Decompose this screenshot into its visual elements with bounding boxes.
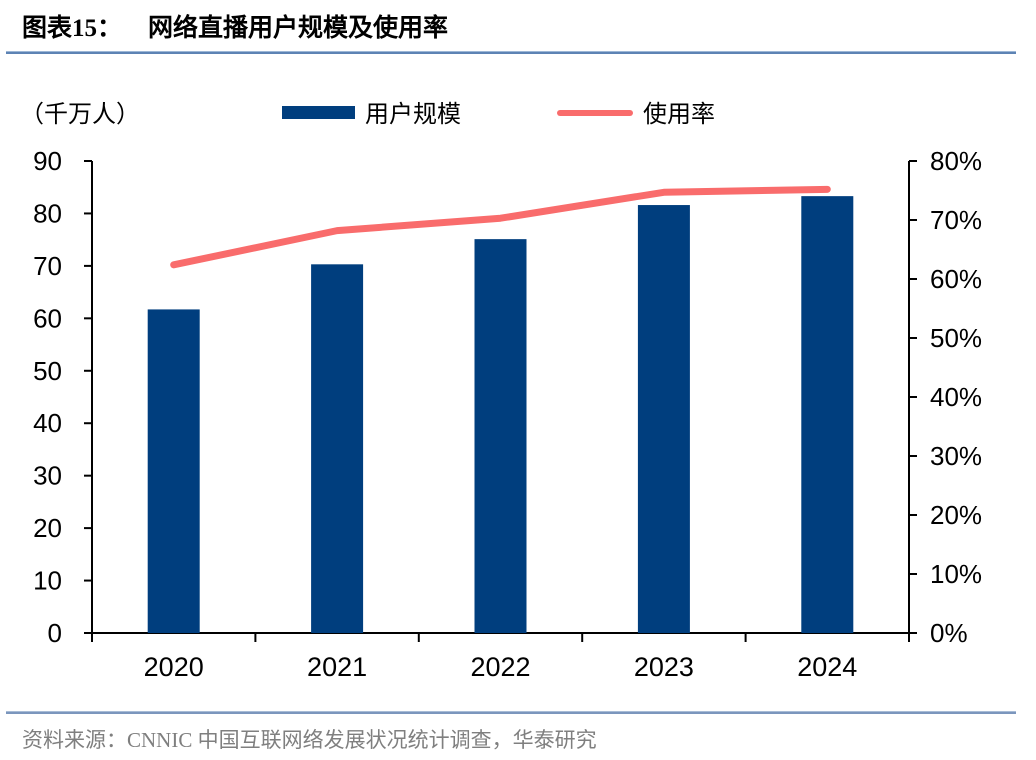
right-axis-tick-label: 0% xyxy=(930,618,968,648)
x-axis-category-label: 2023 xyxy=(634,652,694,682)
x-axis-category-label: 2024 xyxy=(797,652,857,682)
right-axis-tick-label: 10% xyxy=(930,559,982,589)
legend-item-users: 用户规模 xyxy=(282,94,461,129)
left-axis-tick-label: 30 xyxy=(33,461,62,491)
bar-2021 xyxy=(311,264,364,633)
left-axis-unit-label: （千万人） xyxy=(20,102,140,128)
footer-divider xyxy=(6,711,1016,714)
legend-label-rate: 使用率 xyxy=(643,102,715,128)
legend-item-rate: 使用率 xyxy=(557,94,715,129)
left-axis-tick-label: 10 xyxy=(33,566,62,596)
right-axis-tick-label: 50% xyxy=(930,323,982,353)
right-axis-tick-label: 60% xyxy=(930,264,982,294)
bar-2020 xyxy=(147,309,200,633)
figure-number: 图表15： xyxy=(22,15,123,42)
right-axis-tick-label: 30% xyxy=(930,441,982,471)
bar-2023 xyxy=(637,205,690,633)
legend-label-users: 用户规模 xyxy=(365,102,461,128)
right-axis-tick-label: 20% xyxy=(930,500,982,530)
title-divider xyxy=(6,51,1016,54)
line-legend-swatch xyxy=(557,109,633,116)
x-axis-category-label: 2021 xyxy=(307,652,367,682)
left-axis-tick-label: 40 xyxy=(33,408,62,438)
left-axis-tick-label: 0 xyxy=(48,618,62,648)
left-axis-tick-label: 20 xyxy=(33,513,62,543)
x-axis-category-label: 2022 xyxy=(470,652,530,682)
left-axis-tick-label: 60 xyxy=(33,303,62,333)
bar-2024 xyxy=(801,196,854,634)
chart-plot-area: 0 10 20 30 40 50 60 70 80 90 0% 10% 20% 30% 40% 50% 60% 7… xyxy=(33,146,982,682)
left-axis-tick-label: 50 xyxy=(33,356,62,386)
source-note: 资料来源：CNNIC 中国互联网络发展状况统计调查，华泰研究 xyxy=(22,728,597,752)
usage-rate-line xyxy=(170,185,831,269)
x-axis-category-label: 2020 xyxy=(144,652,204,682)
right-axis-tick-label: 40% xyxy=(930,382,982,412)
figure-title: 网络直播用户规模及使用率 xyxy=(148,15,449,42)
bar-legend-swatch xyxy=(282,106,355,119)
left-axis-tick-label: 70 xyxy=(33,251,62,281)
page-title: 图表15： 网络直播用户规模及使用率 xyxy=(22,8,448,44)
bar-2022 xyxy=(474,239,527,634)
right-axis-tick-label: 80% xyxy=(930,146,982,176)
right-axis-tick-label: 70% xyxy=(930,205,982,235)
left-axis-tick-label: 80 xyxy=(33,198,62,228)
left-axis-tick-label: 90 xyxy=(33,146,62,176)
